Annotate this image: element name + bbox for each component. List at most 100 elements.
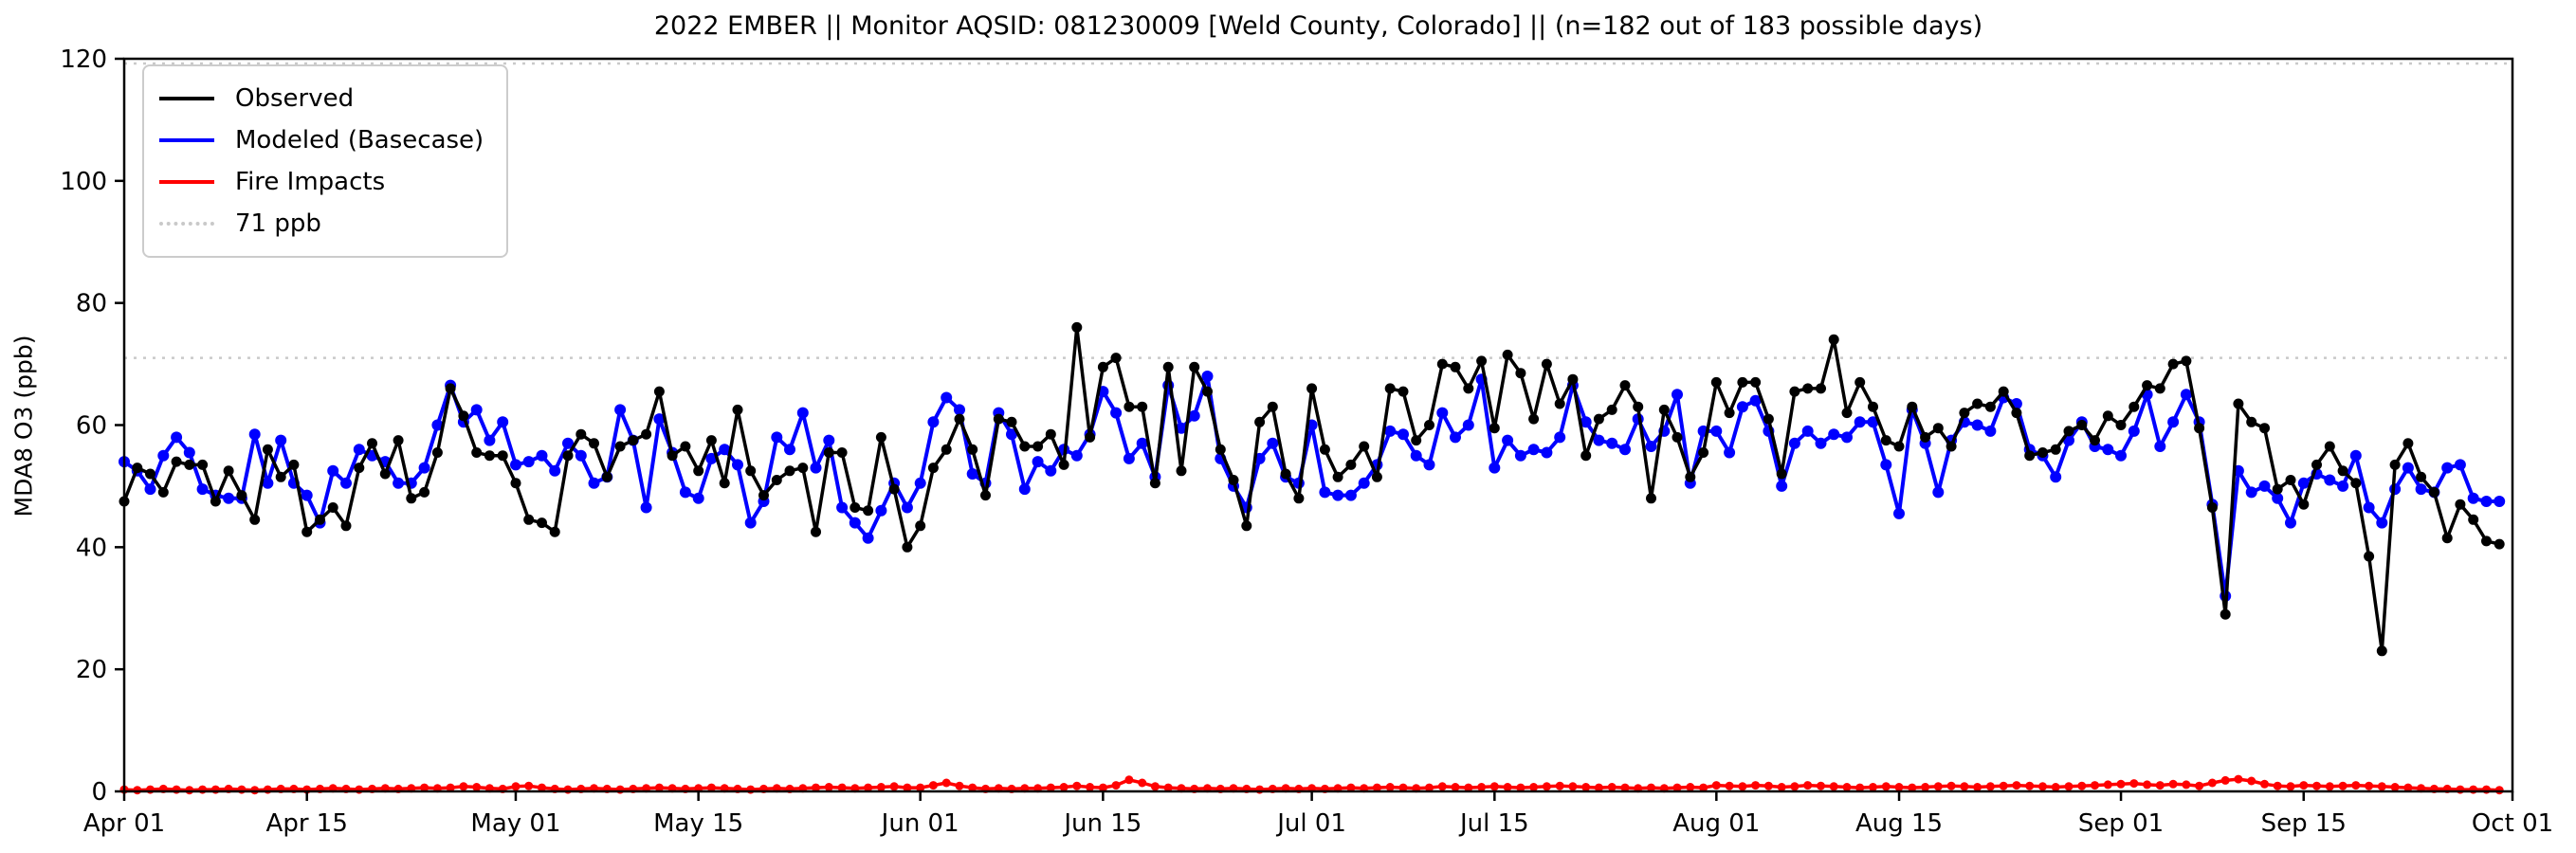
data-point — [301, 526, 313, 537]
data-point — [2494, 786, 2504, 795]
data-point — [2338, 781, 2348, 790]
data-point — [1045, 464, 1057, 477]
data-point — [1046, 783, 1055, 792]
data-point — [562, 437, 574, 449]
data-point — [2494, 538, 2505, 550]
data-point — [2298, 499, 2310, 510]
data-point — [941, 778, 951, 788]
data-point — [719, 478, 730, 489]
data-point — [1907, 401, 1918, 412]
data-point — [1999, 781, 2008, 790]
data-point — [1241, 520, 1252, 532]
data-point — [353, 444, 365, 456]
data-point — [1384, 425, 1397, 437]
data-point — [915, 520, 926, 532]
data-point — [1998, 386, 2009, 397]
data-point — [1645, 441, 1657, 452]
data-point — [1464, 783, 1473, 792]
data-point — [2285, 475, 2296, 485]
data-point — [1893, 507, 1905, 519]
data-point — [144, 483, 156, 496]
data-point — [406, 493, 417, 504]
data-point — [1881, 782, 1891, 791]
data-point — [1908, 783, 1917, 792]
data-point — [1699, 783, 1708, 792]
data-point — [640, 501, 652, 514]
data-point — [2325, 782, 2334, 791]
x-tick-label: Sep 15 — [2261, 809, 2347, 838]
data-point — [1672, 783, 1682, 792]
x-tick-label: May 01 — [470, 809, 560, 838]
data-point — [2481, 535, 2492, 547]
y-tick-label: 80 — [76, 290, 107, 318]
data-point — [1686, 783, 1695, 791]
data-point — [1593, 413, 1604, 425]
data-point — [393, 477, 405, 489]
x-tick-label: Sep 01 — [2078, 809, 2164, 838]
data-point — [2182, 780, 2191, 789]
data-point — [1150, 782, 1160, 791]
data-point — [2337, 465, 2348, 477]
data-point — [744, 517, 757, 529]
data-point — [1436, 358, 1448, 370]
legend-box: Observed Modeled (Basecase) Fire Impacts… — [142, 64, 509, 258]
data-point — [536, 449, 548, 462]
data-point — [1749, 394, 1762, 407]
data-point — [2272, 492, 2284, 504]
data-point — [1606, 404, 1617, 415]
data-point — [1946, 441, 1957, 452]
data-point — [537, 517, 547, 529]
data-point — [1489, 782, 1499, 791]
data-point — [1841, 431, 1853, 444]
data-point — [1138, 778, 1147, 788]
data-point — [680, 441, 691, 452]
data-point — [2311, 459, 2322, 470]
data-point — [955, 781, 964, 790]
data-point — [2297, 477, 2310, 489]
data-point — [446, 783, 455, 792]
fire-line-sample — [159, 180, 214, 184]
data-point — [248, 428, 261, 441]
data-point — [1097, 361, 1108, 372]
data-point — [196, 483, 209, 496]
data-point — [706, 783, 716, 792]
data-point — [1332, 489, 1344, 501]
data-point — [1815, 437, 1827, 449]
data-point — [1032, 456, 1044, 468]
data-point — [1933, 782, 1943, 791]
x-tick-label: Jul 01 — [1275, 809, 1346, 838]
data-point — [2206, 502, 2218, 513]
data-point — [2337, 480, 2349, 492]
data-point — [954, 404, 965, 416]
data-point — [1880, 435, 1891, 446]
data-point — [2258, 480, 2271, 492]
data-point — [1398, 783, 1408, 792]
data-point — [2428, 486, 2439, 498]
data-point — [472, 783, 482, 791]
data-point — [862, 532, 874, 544]
data-point — [927, 416, 940, 428]
data-point — [589, 438, 599, 449]
x-tick-label: Jun 01 — [880, 809, 959, 838]
data-point — [1750, 376, 1762, 388]
data-point — [1554, 431, 1566, 444]
data-point — [1920, 431, 1931, 443]
data-point — [2494, 496, 2506, 507]
data-point — [1293, 493, 1305, 504]
data-point — [864, 783, 873, 792]
data-point — [2167, 416, 2180, 428]
data-point — [980, 490, 991, 501]
data-point — [418, 462, 430, 474]
data-point — [1319, 486, 1331, 499]
data-point — [771, 431, 783, 444]
data-point — [1006, 416, 1017, 427]
data-point — [2155, 781, 2165, 790]
data-point — [1149, 478, 1160, 489]
data-point — [2480, 496, 2493, 507]
data-point — [836, 501, 849, 514]
data-point — [941, 391, 953, 404]
data-point — [1855, 783, 1865, 792]
data-point — [549, 526, 560, 537]
data-point — [1502, 434, 1514, 446]
